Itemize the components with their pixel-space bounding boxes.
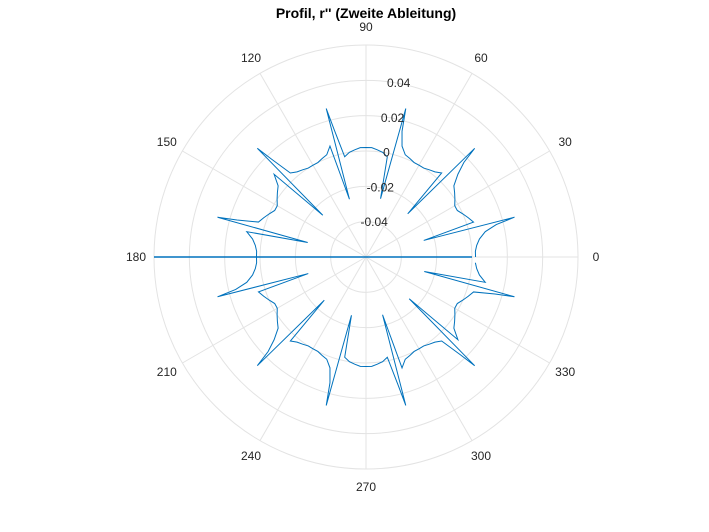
- r-tick-label: 0: [383, 146, 390, 160]
- theta-tick-label: 300: [471, 449, 491, 463]
- grid-spoke: [365, 150, 550, 258]
- r-tick-label: -0.04: [360, 215, 388, 229]
- theta-tick-label: 0: [593, 250, 600, 264]
- theta-tick-label: 120: [241, 51, 261, 65]
- grid-spoke: [365, 256, 550, 364]
- series-line: [217, 108, 515, 406]
- grid-spoke: [182, 256, 367, 364]
- theta-tick-label: 90: [359, 20, 373, 34]
- theta-tick-label: 30: [559, 135, 573, 149]
- chart-title: Profil, r'' (Zweite Ableitung): [276, 5, 456, 21]
- tick-labels: 0 30 60 90 120 150 180 210 240 270 300 330 -0.04 -0.0…: [126, 20, 600, 494]
- theta-tick-label: 240: [241, 449, 261, 463]
- theta-tick-label: 270: [356, 480, 376, 494]
- theta-tick-label: 330: [555, 365, 575, 379]
- r-tick-label: 0.04: [387, 76, 411, 90]
- theta-tick-label: 60: [474, 51, 488, 65]
- theta-tick-label: 150: [157, 135, 177, 149]
- theta-tick-label: 210: [157, 365, 177, 379]
- grid-spoke: [182, 150, 367, 258]
- r-tick-label: -0.02: [367, 180, 395, 194]
- series-layer: [154, 108, 515, 406]
- theta-tick-label: 180: [126, 250, 146, 264]
- r-tick-label: 0.02: [381, 111, 405, 125]
